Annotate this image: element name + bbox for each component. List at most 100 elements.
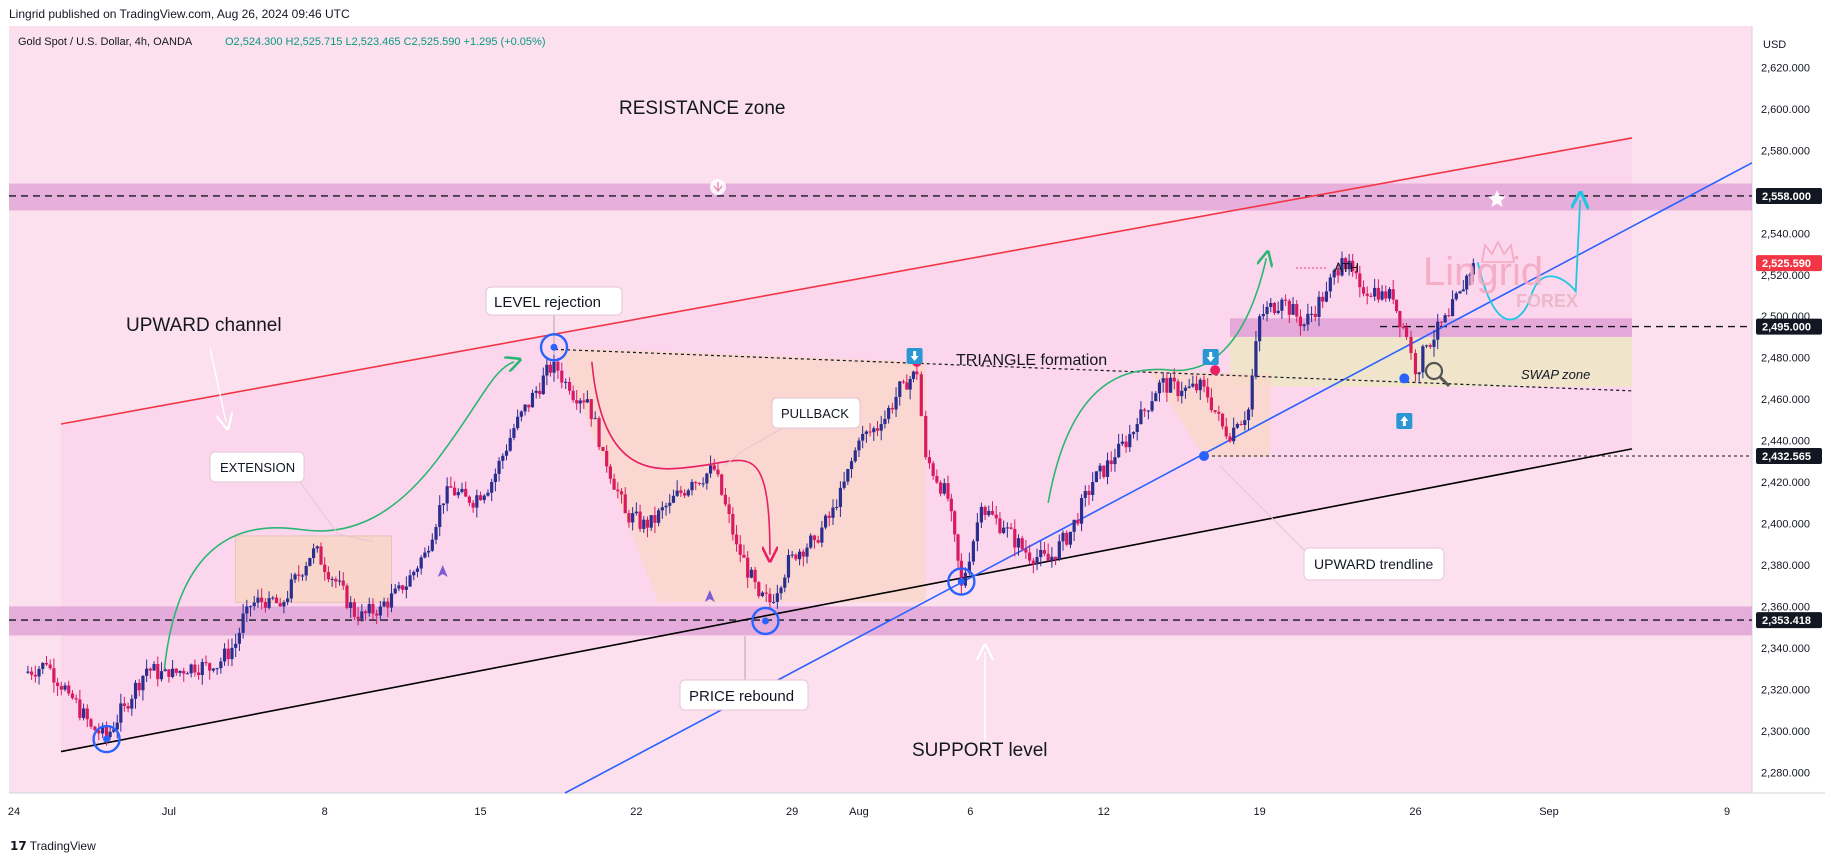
candle-body xyxy=(404,586,408,590)
candle-body xyxy=(660,507,664,511)
candle-body xyxy=(519,411,523,417)
candle-body xyxy=(887,407,891,419)
candle-body xyxy=(749,569,753,578)
candle-body xyxy=(293,574,297,580)
candle-body xyxy=(74,698,78,700)
up-arrow-icon-glyph xyxy=(1400,416,1409,426)
candle-body xyxy=(438,505,442,528)
star-icon xyxy=(1488,190,1506,207)
candle-body xyxy=(44,662,49,665)
candle-body xyxy=(1239,424,1243,426)
candle-body xyxy=(423,552,427,558)
candle-body xyxy=(1172,377,1176,382)
candle-body xyxy=(701,483,705,485)
candle-body xyxy=(196,672,201,676)
support-level-label: SUPPORT level xyxy=(912,740,1048,761)
candle-body xyxy=(1436,321,1440,340)
candle-body xyxy=(441,503,446,506)
candle-body xyxy=(1150,401,1154,411)
candle-body xyxy=(1384,291,1388,299)
candle-body xyxy=(794,554,798,560)
candle-body xyxy=(605,450,609,467)
candle-body xyxy=(1094,471,1098,483)
candle-body xyxy=(816,540,820,543)
candle-body xyxy=(963,572,967,586)
candle-body xyxy=(204,662,208,664)
candle-body xyxy=(445,486,449,504)
up-arrow-icon xyxy=(1396,413,1413,429)
tv-logo-icon: 17 xyxy=(10,839,27,853)
candle-body xyxy=(371,604,375,614)
y-tick-label: 2,320.000 xyxy=(1761,684,1810,696)
candle-body xyxy=(1165,378,1169,393)
candle-body xyxy=(130,698,134,709)
down-arrow-icon-glyph xyxy=(910,351,919,361)
candle-body xyxy=(653,515,657,523)
svg-text:PULLBACK: PULLBACK xyxy=(781,406,849,421)
candle-body xyxy=(1269,302,1273,307)
candle-body xyxy=(152,663,156,671)
candle-body xyxy=(363,611,368,614)
candle-body xyxy=(686,490,690,496)
y-tick-label: 2,460.000 xyxy=(1761,394,1810,406)
candle-body xyxy=(679,490,683,493)
x-tick-label: 6 xyxy=(967,806,973,818)
bottom-bar: 17 TradingView xyxy=(0,833,1835,861)
candle-body xyxy=(148,668,152,671)
candle-body xyxy=(482,495,486,501)
tradingview-logo[interactable]: 17 TradingView xyxy=(10,839,96,853)
rocket-icon xyxy=(437,565,448,577)
candle-body xyxy=(1258,316,1262,342)
candle-body xyxy=(401,585,405,590)
candle-body xyxy=(234,643,238,648)
candle-body xyxy=(141,675,145,691)
y-tick-label: 2,300.000 xyxy=(1761,726,1810,738)
candle-body xyxy=(956,534,960,561)
candle-body xyxy=(1454,293,1458,300)
candle-body xyxy=(927,457,932,464)
candle-body xyxy=(1213,410,1217,412)
candle-body xyxy=(1217,411,1221,414)
channel-upper-line xyxy=(60,137,1633,425)
candle-body xyxy=(623,494,627,514)
candle-body xyxy=(1169,377,1173,393)
candle-body xyxy=(37,668,41,677)
candle-body xyxy=(556,361,560,371)
candle-body xyxy=(486,492,490,496)
candle-body xyxy=(1183,387,1188,391)
candle-body xyxy=(857,440,861,451)
candle-body xyxy=(1373,287,1377,297)
level-tag-2353: 2,353.418 xyxy=(1756,612,1822,629)
candle-body xyxy=(271,597,275,599)
candle-body xyxy=(645,519,650,528)
x-tick-label: 29 xyxy=(786,806,798,818)
level-tag-2495-text: 2,495.000 xyxy=(1762,322,1811,334)
candle-body xyxy=(1398,311,1402,327)
pivot-circle xyxy=(539,333,569,362)
candle-body xyxy=(471,502,475,508)
candle-body xyxy=(430,539,434,551)
candle-body xyxy=(971,541,975,562)
candle-body xyxy=(757,582,761,597)
candle-body xyxy=(512,428,516,438)
crown-watermark-icon xyxy=(1481,240,1515,263)
candle-body xyxy=(838,487,843,507)
candle-body xyxy=(200,662,204,676)
candle-body xyxy=(983,506,987,516)
candle-body xyxy=(189,664,193,674)
candle-body xyxy=(1016,538,1021,548)
candle-body xyxy=(634,511,638,514)
candle-body xyxy=(101,725,105,734)
candle-body xyxy=(1109,460,1113,465)
candle-body xyxy=(608,466,612,479)
candle-body xyxy=(1065,532,1069,545)
candle-body xyxy=(382,601,386,607)
candle-body xyxy=(827,515,831,518)
svg-text:EXTENSION: EXTENSION xyxy=(220,460,295,475)
candle-body xyxy=(1417,372,1421,375)
candle-body xyxy=(467,496,472,503)
candle-body xyxy=(538,390,542,395)
candle-body xyxy=(1235,424,1239,428)
candle-body xyxy=(1117,443,1121,458)
